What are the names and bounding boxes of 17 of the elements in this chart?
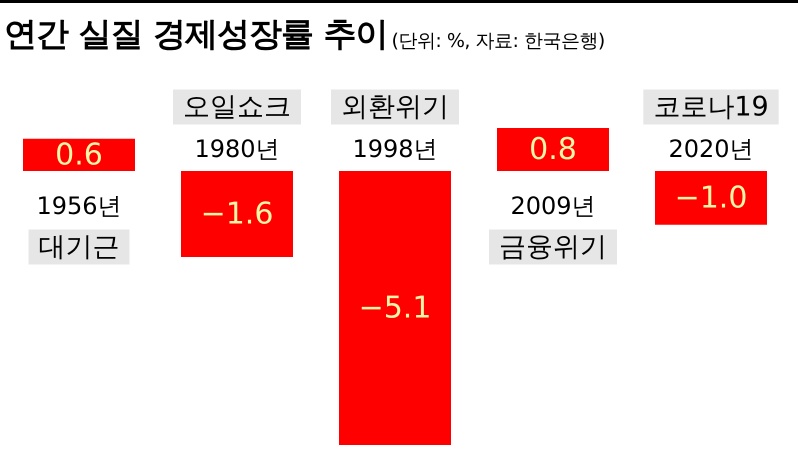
x-tick-label: 1998년 (352, 134, 438, 163)
x-tick-label: 1980년 (194, 134, 280, 163)
text: 외환위기 (341, 91, 449, 122)
data-label: −5.1 (358, 290, 432, 326)
text: 오일쇼크 (183, 91, 291, 122)
chart-subtitle: (단위: %, 자료: 한국은행) (391, 29, 605, 54)
annotation: 대기근 (38, 231, 120, 262)
text: 코로나19 (653, 91, 769, 122)
chart-title: 연간 실질 경제성장률 추이 (4, 14, 388, 54)
x-tick-label: 2009년 (510, 192, 596, 220)
data-label: −1.0 (674, 180, 748, 216)
x-tick-label: 1956년 (36, 192, 122, 220)
data-label: 0.8 (529, 132, 577, 167)
x-tick-label: 2020년 (668, 134, 754, 163)
data-label: −1.6 (200, 196, 274, 232)
data-label: 0.6 (55, 137, 103, 172)
annotation: 금융위기 (499, 231, 607, 262)
